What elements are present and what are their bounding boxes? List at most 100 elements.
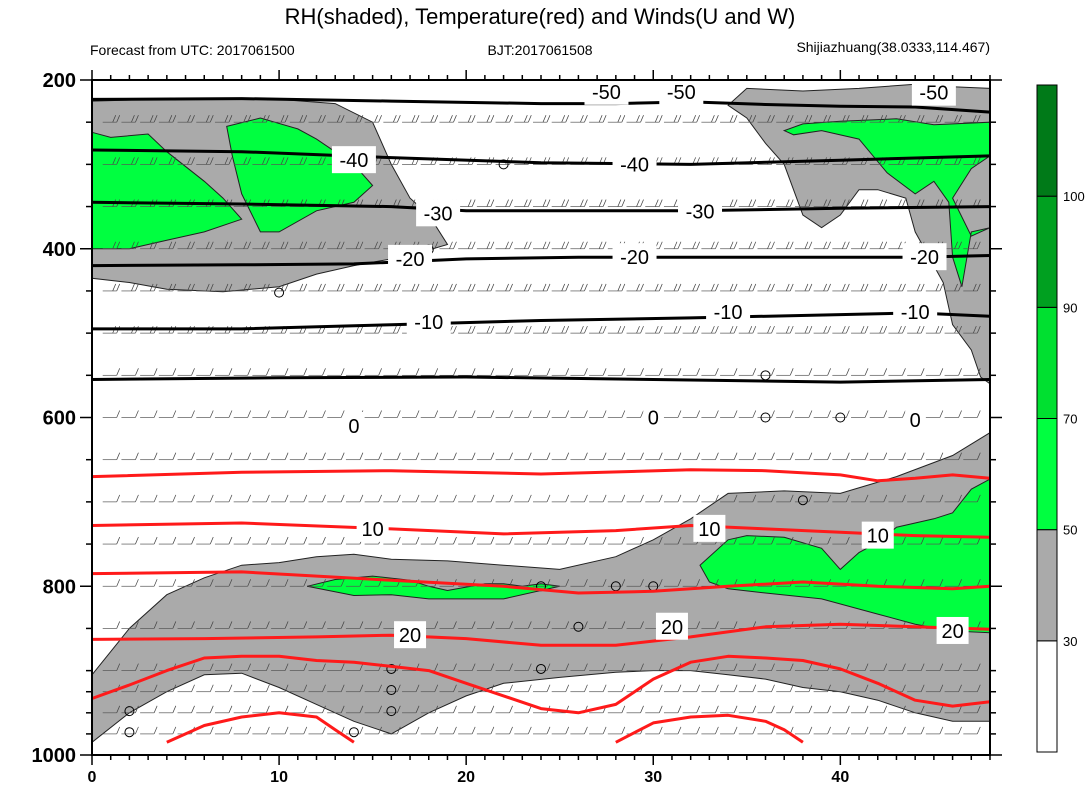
wind-barb-feather: [266, 705, 270, 713]
wind-barb-feather: [920, 325, 925, 334]
wind-barb-feather: [509, 410, 513, 418]
wind-barb-feather: [636, 283, 640, 292]
contour-label: -10: [901, 302, 930, 324]
wind-barb-feather: [434, 705, 439, 713]
wind-barb-feather: [939, 663, 944, 671]
wind-barb-feather: [846, 705, 850, 713]
wind-barb-feather: [153, 621, 158, 629]
wind-barb-feather: [527, 663, 532, 671]
wind-barb-feather: [187, 283, 191, 292]
wind-barb-feather: [920, 536, 925, 545]
wind-barb-feather: [116, 726, 121, 735]
calm-circle: [760, 412, 771, 423]
wind-barb-feather: [733, 452, 738, 460]
wind-barb-feather: [898, 325, 902, 334]
rh-shading: [91, 83, 991, 744]
wind-barb-feather: [561, 325, 566, 334]
wind-barb-feather: [584, 452, 588, 460]
contour-label: 0: [348, 416, 359, 438]
plot-area: -50 -50 -50 -40 -40 -30 -30 -20 -20 -20 -10 -10 -10 0…: [32, 70, 1002, 786]
wind-barb-feather: [565, 621, 570, 629]
wind-barb-feather: [958, 705, 962, 713]
wind-barb-feather: [935, 199, 940, 207]
wind-barb-feather: [247, 579, 251, 587]
wind-barb-feather: [131, 157, 135, 165]
wind-barb-feather: [486, 241, 491, 249]
wind-barb-feather: [172, 410, 177, 418]
wind-barb-feather: [640, 579, 644, 587]
wind-barb-feather: [954, 199, 958, 207]
colorbar-bin: [1036, 84, 1058, 197]
wind-barb-feather: [729, 115, 734, 123]
wind-barb-feather: [453, 494, 457, 503]
wind-barb-feather: [318, 115, 322, 123]
wind-barb-feather: [509, 684, 513, 692]
wind-barb-feather: [340, 536, 345, 545]
wind-barb-feather: [920, 726, 925, 735]
wind-barb-feather: [303, 684, 308, 692]
wind-barb-feather: [266, 663, 270, 671]
wind-barb-feather: [752, 726, 757, 735]
wind-barb-feather: [135, 726, 139, 735]
wind-barb-feather: [846, 663, 850, 671]
wind-barb-feather: [411, 199, 416, 207]
wind-barb-feather: [954, 157, 958, 165]
wind-barb-feather: [902, 579, 906, 587]
wind-barb-feather: [116, 452, 121, 460]
wind-barb-feather: [471, 199, 476, 207]
wind-barb-feather: [916, 115, 921, 123]
wind-barb-feather: [752, 494, 757, 503]
wind-barb-feather: [430, 283, 435, 292]
wind-barb-feather: [640, 536, 644, 545]
wind-barb-feather: [846, 726, 850, 735]
wind-barb-feather: [546, 452, 551, 460]
wind-barb-feather: [808, 494, 813, 503]
wind-barb-feather: [284, 494, 289, 503]
wind-barb-feather: [789, 241, 794, 249]
wind-barb-feather: [191, 157, 195, 165]
wind-barb-feather: [172, 157, 177, 165]
contour-label-bg: [936, 616, 969, 644]
wind-barb-feather: [266, 283, 270, 292]
wind-barb-feather: [153, 536, 158, 545]
wind-barb-feather: [228, 157, 233, 165]
wind-barb-feather: [490, 494, 495, 503]
wind-barb-feather: [393, 115, 397, 123]
wind-barb-feather: [677, 325, 682, 334]
wind-barb-feather: [116, 536, 121, 545]
wind-barb-feather: [116, 705, 121, 713]
wind-barb-feather: [509, 241, 513, 249]
contour-label: 0: [910, 410, 921, 432]
wind-barb-feather: [823, 325, 827, 334]
wind-barb-feather: [523, 199, 528, 207]
wind-barb-feather: [767, 241, 771, 249]
wind-barb-feather: [397, 705, 401, 713]
wind-barb-feather: [696, 494, 700, 503]
wind-barb-feather: [453, 705, 457, 713]
wind-barb-feather: [752, 684, 757, 692]
chart-title: RH(shaded), Temperature(red) and Winds(U…: [285, 4, 796, 29]
wind-barb-feather: [621, 621, 626, 629]
y-tick-label: 600: [43, 408, 76, 430]
wind-barb-feather: [733, 684, 738, 692]
wind-barb-feather: [340, 368, 345, 376]
contour-label-bg: [406, 308, 451, 336]
wind-barb-feather: [939, 410, 944, 418]
wind-barb-feather: [397, 283, 401, 292]
wind-barb-feather: [318, 283, 322, 292]
x-tick-label: 0: [88, 769, 97, 786]
wind-barb-feather: [322, 684, 326, 692]
wind-barb-feather: [415, 368, 420, 376]
wind-barb-feather: [378, 368, 382, 376]
wind-barb-feather: [752, 115, 757, 123]
wind-barb-feather: [112, 115, 117, 123]
wind-barb-feather: [434, 536, 439, 545]
contour-label-bg: [861, 521, 894, 549]
wind-barb-feather: [785, 199, 790, 207]
contour-label: -10: [414, 312, 443, 334]
wind-barb-feather: [546, 410, 551, 418]
wind-barb-feather: [434, 726, 439, 735]
wind-barb-feather: [752, 283, 757, 292]
wind-barb-feather: [902, 115, 906, 123]
wind-barb-feather: [149, 115, 154, 123]
